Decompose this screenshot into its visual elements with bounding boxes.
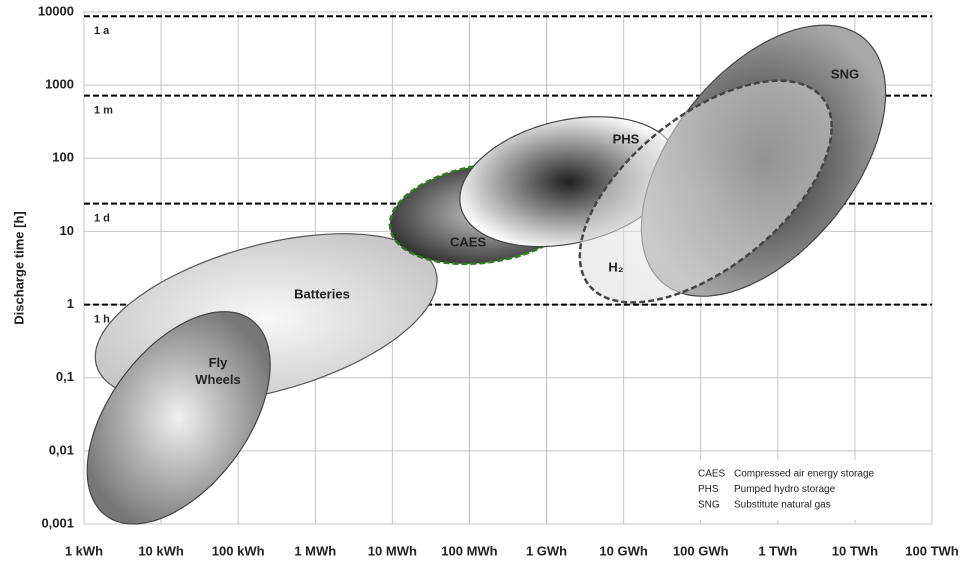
x-tick-label: 10 kWh — [138, 543, 184, 558]
x-tick-label: 10 GWh — [599, 543, 647, 558]
y-tick-label: 10000 — [38, 3, 74, 18]
region-label: PHS — [613, 131, 640, 146]
region — [578, 79, 833, 304]
x-tick-label: 100 GWh — [673, 543, 729, 558]
reference-line-label: 1 h — [94, 313, 110, 325]
y-tick-label: 0,001 — [41, 515, 74, 530]
legend-abbr: CAES — [698, 469, 726, 480]
region-label: H₂ — [608, 259, 623, 274]
region-label: SNG — [831, 66, 859, 81]
reference-line-label: 1 m — [94, 104, 113, 116]
legend-abbr: SNG — [698, 500, 720, 511]
y-tick-label: 0,1 — [56, 369, 74, 384]
region-label: Batteries — [294, 286, 350, 301]
x-tick-label: 1 TWh — [758, 543, 797, 558]
y-tick-label: 1 — [67, 296, 74, 311]
reference-line-label: 1 a — [94, 25, 110, 37]
x-tick-label: 1 kWh — [65, 543, 103, 558]
region-label-line: Wheels — [195, 372, 241, 387]
reference-line-label: 1 d — [94, 213, 110, 225]
x-tick-label: 1 GWh — [526, 543, 567, 558]
region-label: CAES — [450, 234, 486, 249]
legend-text: Pumped hydro storage — [734, 484, 836, 495]
x-tick-label: 10 TWh — [832, 543, 878, 558]
y-axis-title: Discharge time [h] — [11, 211, 26, 324]
x-tick-label: 10 MWh — [368, 543, 417, 558]
region-label: Fly Wheels — [195, 355, 241, 387]
legend-text: Substitute natural gas — [734, 500, 831, 511]
x-tick-label: 100 kWh — [212, 543, 265, 558]
x-tick-label: 100 MWh — [441, 543, 497, 558]
y-tick-label: 1000 — [45, 77, 74, 92]
y-tick-label: 100 — [52, 150, 74, 165]
y-tick-label: 10 — [60, 223, 74, 238]
legend-text: Compressed air energy storage — [734, 469, 875, 480]
legend-box — [690, 460, 902, 520]
x-tick-label: 100 TWh — [905, 543, 959, 558]
region — [86, 311, 271, 525]
region-label-line: Fly — [209, 355, 229, 370]
x-tick-label: 1 MWh — [294, 543, 336, 558]
legend-abbr: PHS — [698, 484, 719, 495]
y-tick-label: 0,01 — [49, 442, 74, 457]
